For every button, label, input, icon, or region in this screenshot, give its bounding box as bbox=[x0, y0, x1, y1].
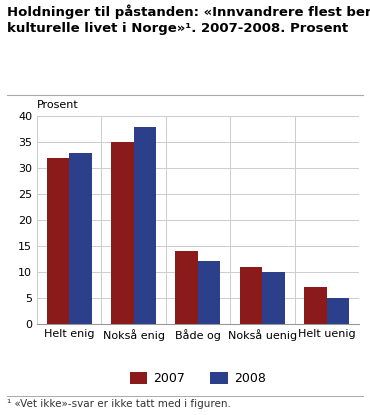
Bar bbox=[134, 127, 156, 324]
Bar bbox=[198, 261, 221, 324]
Bar bbox=[175, 251, 198, 324]
Bar bbox=[304, 287, 327, 324]
Legend: 2007, 2008: 2007, 2008 bbox=[125, 367, 271, 390]
Bar bbox=[69, 153, 92, 324]
Bar bbox=[327, 298, 349, 324]
Bar bbox=[47, 158, 69, 324]
Bar bbox=[240, 267, 262, 324]
Text: ¹ «Vet ikke»-svar er ikke tatt med i figuren.: ¹ «Vet ikke»-svar er ikke tatt med i fig… bbox=[7, 399, 231, 409]
Bar bbox=[111, 142, 134, 324]
Text: Holdninger til påstanden: «Innvandrere flest beriker det
kulturelle livet i Norg: Holdninger til påstanden: «Innvandrere f… bbox=[7, 4, 370, 35]
Text: Prosent: Prosent bbox=[37, 100, 79, 110]
Bar bbox=[262, 272, 285, 324]
